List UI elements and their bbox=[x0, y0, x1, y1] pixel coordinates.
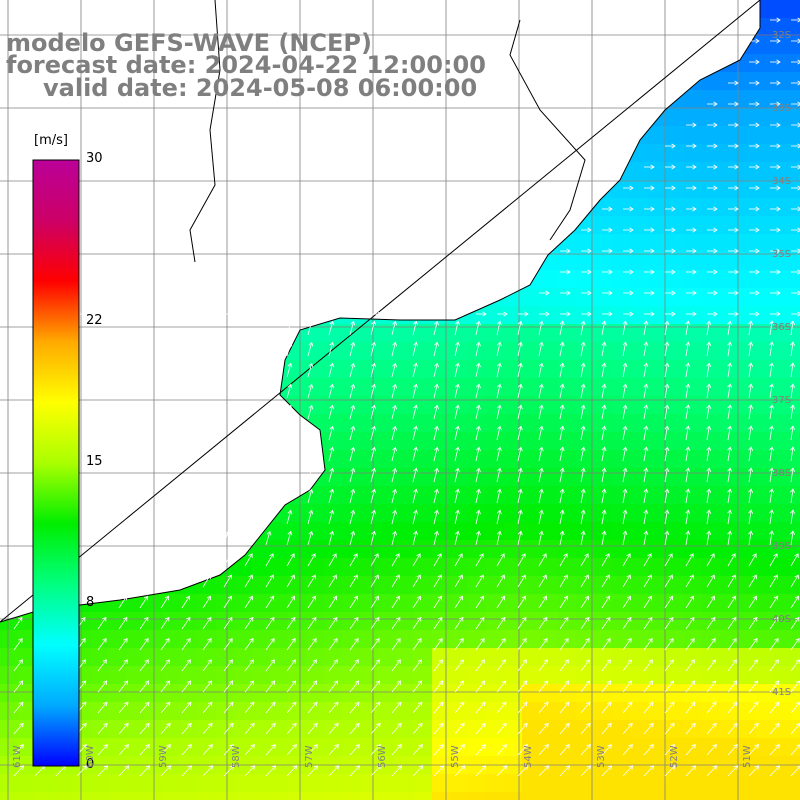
longitude-label: 61W bbox=[12, 745, 23, 768]
longitude-label: 52W bbox=[669, 745, 680, 768]
latitude-label: 32S bbox=[772, 30, 792, 41]
colorbar bbox=[32, 159, 80, 767]
colorbar-tick-label: 0 bbox=[86, 757, 95, 772]
forecast-date: forecast date: 2024-04-22 12:00:00 bbox=[6, 51, 486, 79]
longitude-label: 56W bbox=[377, 745, 388, 768]
model-title: modelo GEFS-WAVE (NCEP) bbox=[6, 29, 372, 57]
longitude-label: 60W bbox=[85, 745, 96, 768]
longitude-label: 58W bbox=[231, 745, 242, 768]
valid-date: valid date: 2024-05-08 06:00:00 bbox=[43, 74, 478, 102]
longitude-label: 57W bbox=[304, 745, 315, 768]
colorbar-tick-label: 8 bbox=[86, 595, 95, 611]
latitude-label: 37S bbox=[772, 395, 792, 406]
longitude-label: 51W bbox=[742, 745, 753, 768]
latitude-label: 34S bbox=[772, 176, 792, 187]
latitude-label: 39S bbox=[772, 541, 792, 552]
colorbar-tick-label: 22 bbox=[86, 312, 103, 328]
wind-vector-arrows bbox=[13, 17, 800, 777]
colorbar-unit: [m/s] bbox=[34, 133, 68, 148]
latitude-label: 36S bbox=[772, 322, 792, 333]
latitude-label: 40S bbox=[772, 614, 792, 625]
longitude-label: 59W bbox=[158, 745, 169, 768]
latitude-label: 35S bbox=[772, 249, 792, 260]
coastline bbox=[0, 0, 761, 623]
longitude-label: 55W bbox=[450, 745, 461, 768]
latitude-label: 41S bbox=[772, 687, 792, 698]
latitude-label: 38S bbox=[772, 468, 792, 479]
colorbar-tick-label: 30 bbox=[86, 151, 103, 166]
longitude-label: 54W bbox=[523, 745, 534, 768]
colorbar-tick-label: 15 bbox=[86, 454, 103, 469]
longitude-label: 53W bbox=[596, 745, 607, 768]
latitude-label: 33S bbox=[772, 103, 792, 114]
